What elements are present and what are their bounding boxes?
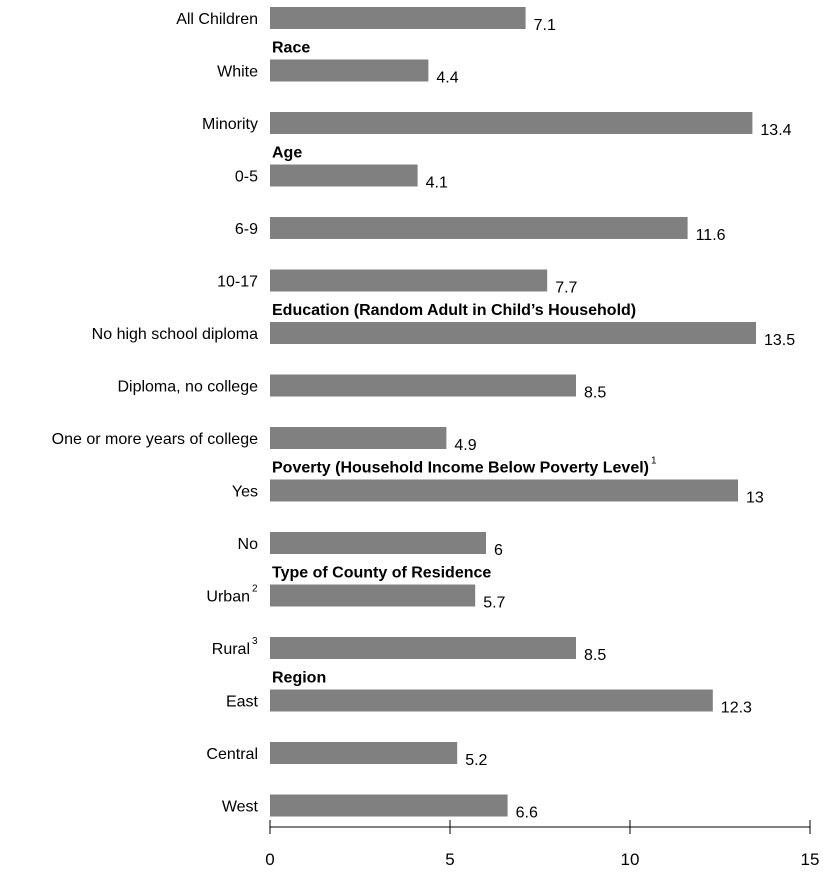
- bar: [270, 112, 753, 134]
- category-label: 6-9: [235, 221, 258, 238]
- group-header: Region: [272, 670, 326, 687]
- x-tick-label: 10: [621, 850, 640, 869]
- category-label: Minority: [202, 116, 258, 133]
- bar: [270, 7, 526, 29]
- x-tick-label: 15: [801, 850, 820, 869]
- bar: [270, 217, 688, 239]
- category-label: East: [226, 694, 259, 711]
- category-label: No high school diploma: [92, 326, 258, 343]
- data-label: 13.4: [760, 122, 791, 139]
- bar: [270, 322, 756, 344]
- group-header: Age: [272, 145, 302, 162]
- data-label: 8.5: [584, 385, 606, 402]
- category-label: Central: [206, 746, 258, 763]
- data-label: 7.7: [555, 280, 577, 297]
- footnote-marker: 2: [252, 584, 258, 595]
- data-label: 6.6: [516, 805, 538, 822]
- data-label: 12.3: [721, 700, 752, 717]
- bar: [270, 532, 486, 554]
- category-label: Diploma, no college: [117, 379, 258, 396]
- category-label: Urban: [206, 589, 250, 606]
- category-label: No: [238, 536, 259, 553]
- bar: [270, 374, 576, 397]
- bar: [270, 164, 418, 187]
- data-label: 8.5: [584, 647, 606, 664]
- bar: [270, 794, 508, 817]
- bar: [270, 269, 548, 292]
- category-label: Yes: [232, 484, 258, 501]
- bar: [270, 584, 476, 607]
- group-header: Race: [272, 40, 310, 57]
- group-header: Poverty (Household Income Below Poverty …: [272, 460, 649, 477]
- data-label: 5.2: [465, 752, 487, 769]
- bar: [270, 742, 458, 764]
- category-label: White: [217, 64, 258, 81]
- data-label: 4.4: [436, 70, 458, 87]
- bar: [270, 427, 447, 449]
- category-label: 10-17: [217, 274, 258, 291]
- footnote-marker: 3: [252, 636, 258, 647]
- data-label: 4.1: [426, 175, 448, 192]
- data-label: 4.9: [454, 437, 476, 454]
- category-label: One or more years of college: [52, 431, 258, 448]
- category-label: Rural: [212, 641, 250, 658]
- bar: [270, 59, 429, 82]
- data-label: 11.6: [696, 227, 726, 244]
- group-header: Education (Random Adult in Child’s House…: [272, 302, 636, 319]
- data-label: 7.1: [534, 17, 556, 34]
- data-label: 13: [746, 490, 764, 507]
- x-tick-label: 0: [265, 850, 274, 869]
- category-label: West: [222, 799, 259, 816]
- bar: [270, 479, 738, 502]
- bar: [270, 637, 576, 659]
- category-label: All Children: [176, 11, 258, 28]
- category-label: 0-5: [235, 169, 258, 186]
- footnote-marker: 1: [651, 456, 657, 467]
- data-label: 6: [494, 542, 503, 559]
- data-label: 5.7: [483, 595, 505, 612]
- data-label: 13.5: [764, 332, 795, 349]
- x-tick-label: 5: [445, 850, 454, 869]
- bar: [270, 689, 713, 712]
- group-header: Type of County of Residence: [272, 565, 491, 582]
